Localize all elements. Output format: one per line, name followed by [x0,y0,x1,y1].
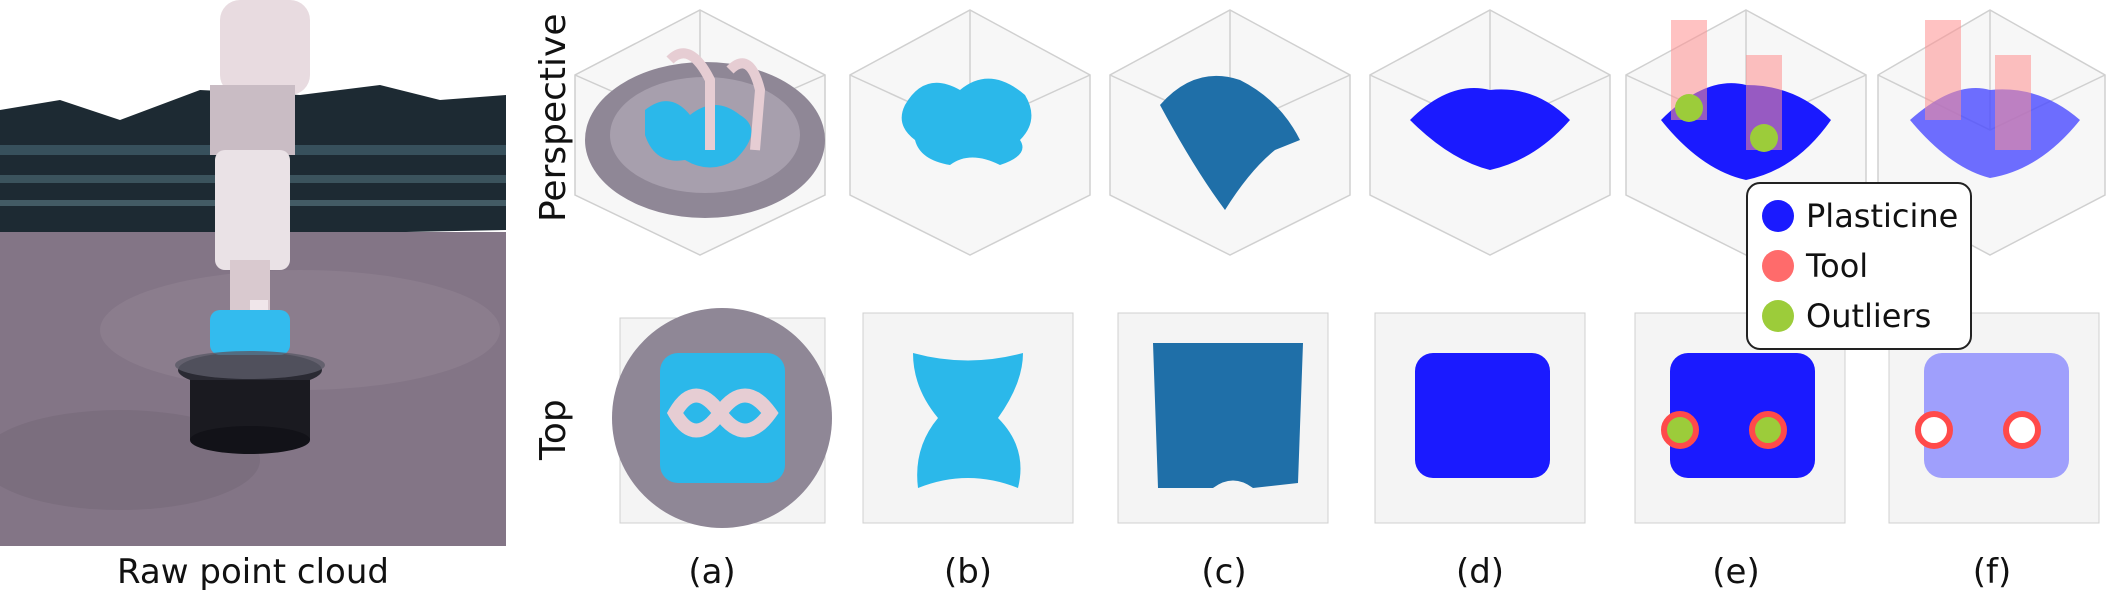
column-label-d: (d) [1352,552,1608,592]
row-label-top: Top [533,399,574,460]
panel-a-perspective [560,0,840,260]
legend-swatch-outliers [1762,300,1794,332]
legend-label-outliers: Outliers [1806,296,1931,336]
legend-item-tool: Tool [1748,242,1970,290]
column-label-a: (a) [584,552,840,592]
panel-a-top [600,298,840,538]
legend-label-tool: Tool [1806,246,1868,286]
column-label-e: (e) [1608,552,1864,592]
column-label-f: (f) [1864,552,2112,592]
legend-item-plasticine: Plasticine [1748,192,1970,240]
legend: Plasticine Tool Outliers [1746,182,1972,350]
legend-swatch-plasticine [1762,200,1794,232]
legend-label-plasticine: Plasticine [1806,196,1958,236]
legend-swatch-tool [1762,250,1794,282]
column-label-c: (c) [1096,552,1352,592]
panel-b-perspective [840,0,1100,260]
raw-point-cloud-image [0,0,506,546]
panel-b-top [858,308,1078,528]
panel-c-top [1113,308,1333,528]
panel-c-perspective [1100,0,1360,260]
panel-d-top [1370,308,1590,528]
column-label-b: (b) [840,552,1096,592]
legend-item-outliers: Outliers [1748,292,1970,340]
raw-point-cloud-caption: Raw point cloud [0,552,506,592]
panel-d-perspective [1360,0,1620,260]
